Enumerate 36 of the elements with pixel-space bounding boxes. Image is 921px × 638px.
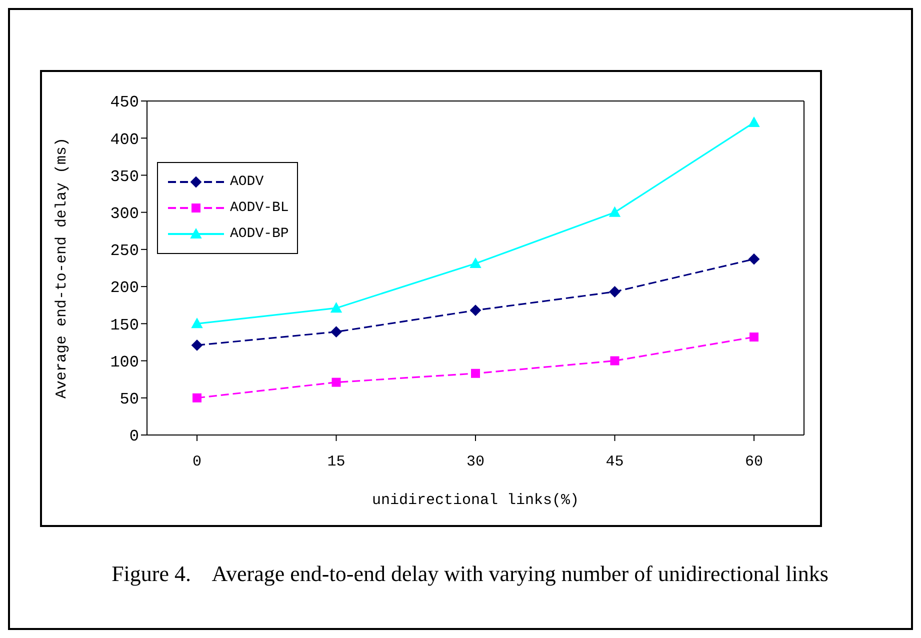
y-tick-label: 0 bbox=[129, 428, 139, 446]
legend-label: AODV-BP bbox=[230, 226, 289, 242]
legend-label: AODV bbox=[230, 174, 264, 190]
x-tick-label: 60 bbox=[744, 454, 764, 471]
point bbox=[192, 393, 202, 402]
y-tick-label: 350 bbox=[110, 168, 139, 186]
x-tick-label: 0 bbox=[192, 454, 202, 471]
point bbox=[750, 332, 758, 342]
point bbox=[609, 206, 620, 217]
x-tick-label: 15 bbox=[327, 454, 346, 471]
y-tick-label: 150 bbox=[110, 316, 139, 334]
caption: Figure 4. Average end-to-end delay with varying number of unidirectional links bbox=[110, 560, 830, 588]
x-tick-label: 30 bbox=[466, 454, 485, 471]
x-tick-label: 45 bbox=[606, 454, 624, 471]
point bbox=[609, 286, 620, 298]
point bbox=[332, 378, 341, 387]
point bbox=[610, 356, 620, 366]
point bbox=[192, 340, 202, 351]
point bbox=[330, 302, 342, 313]
y-tick-label: 400 bbox=[110, 130, 139, 149]
point bbox=[330, 326, 342, 338]
point bbox=[192, 318, 202, 328]
x-axis-title: unidirectional links(%) bbox=[372, 492, 580, 509]
point bbox=[470, 304, 481, 316]
y-tick-label: 200 bbox=[110, 279, 139, 298]
y-axis-title: Average end-to-end delay (ms) bbox=[53, 137, 70, 399]
point bbox=[748, 117, 760, 128]
y-tick-label: 50 bbox=[120, 390, 139, 409]
y-tick-label: 250 bbox=[110, 242, 139, 260]
point bbox=[470, 258, 481, 268]
y-tick-label: 100 bbox=[110, 353, 139, 372]
point bbox=[471, 368, 480, 378]
y-tick-label: 300 bbox=[110, 205, 139, 224]
y-tick-label: 450 bbox=[110, 94, 139, 112]
legend-label: AODV-BL bbox=[230, 200, 289, 216]
point bbox=[748, 254, 760, 265]
